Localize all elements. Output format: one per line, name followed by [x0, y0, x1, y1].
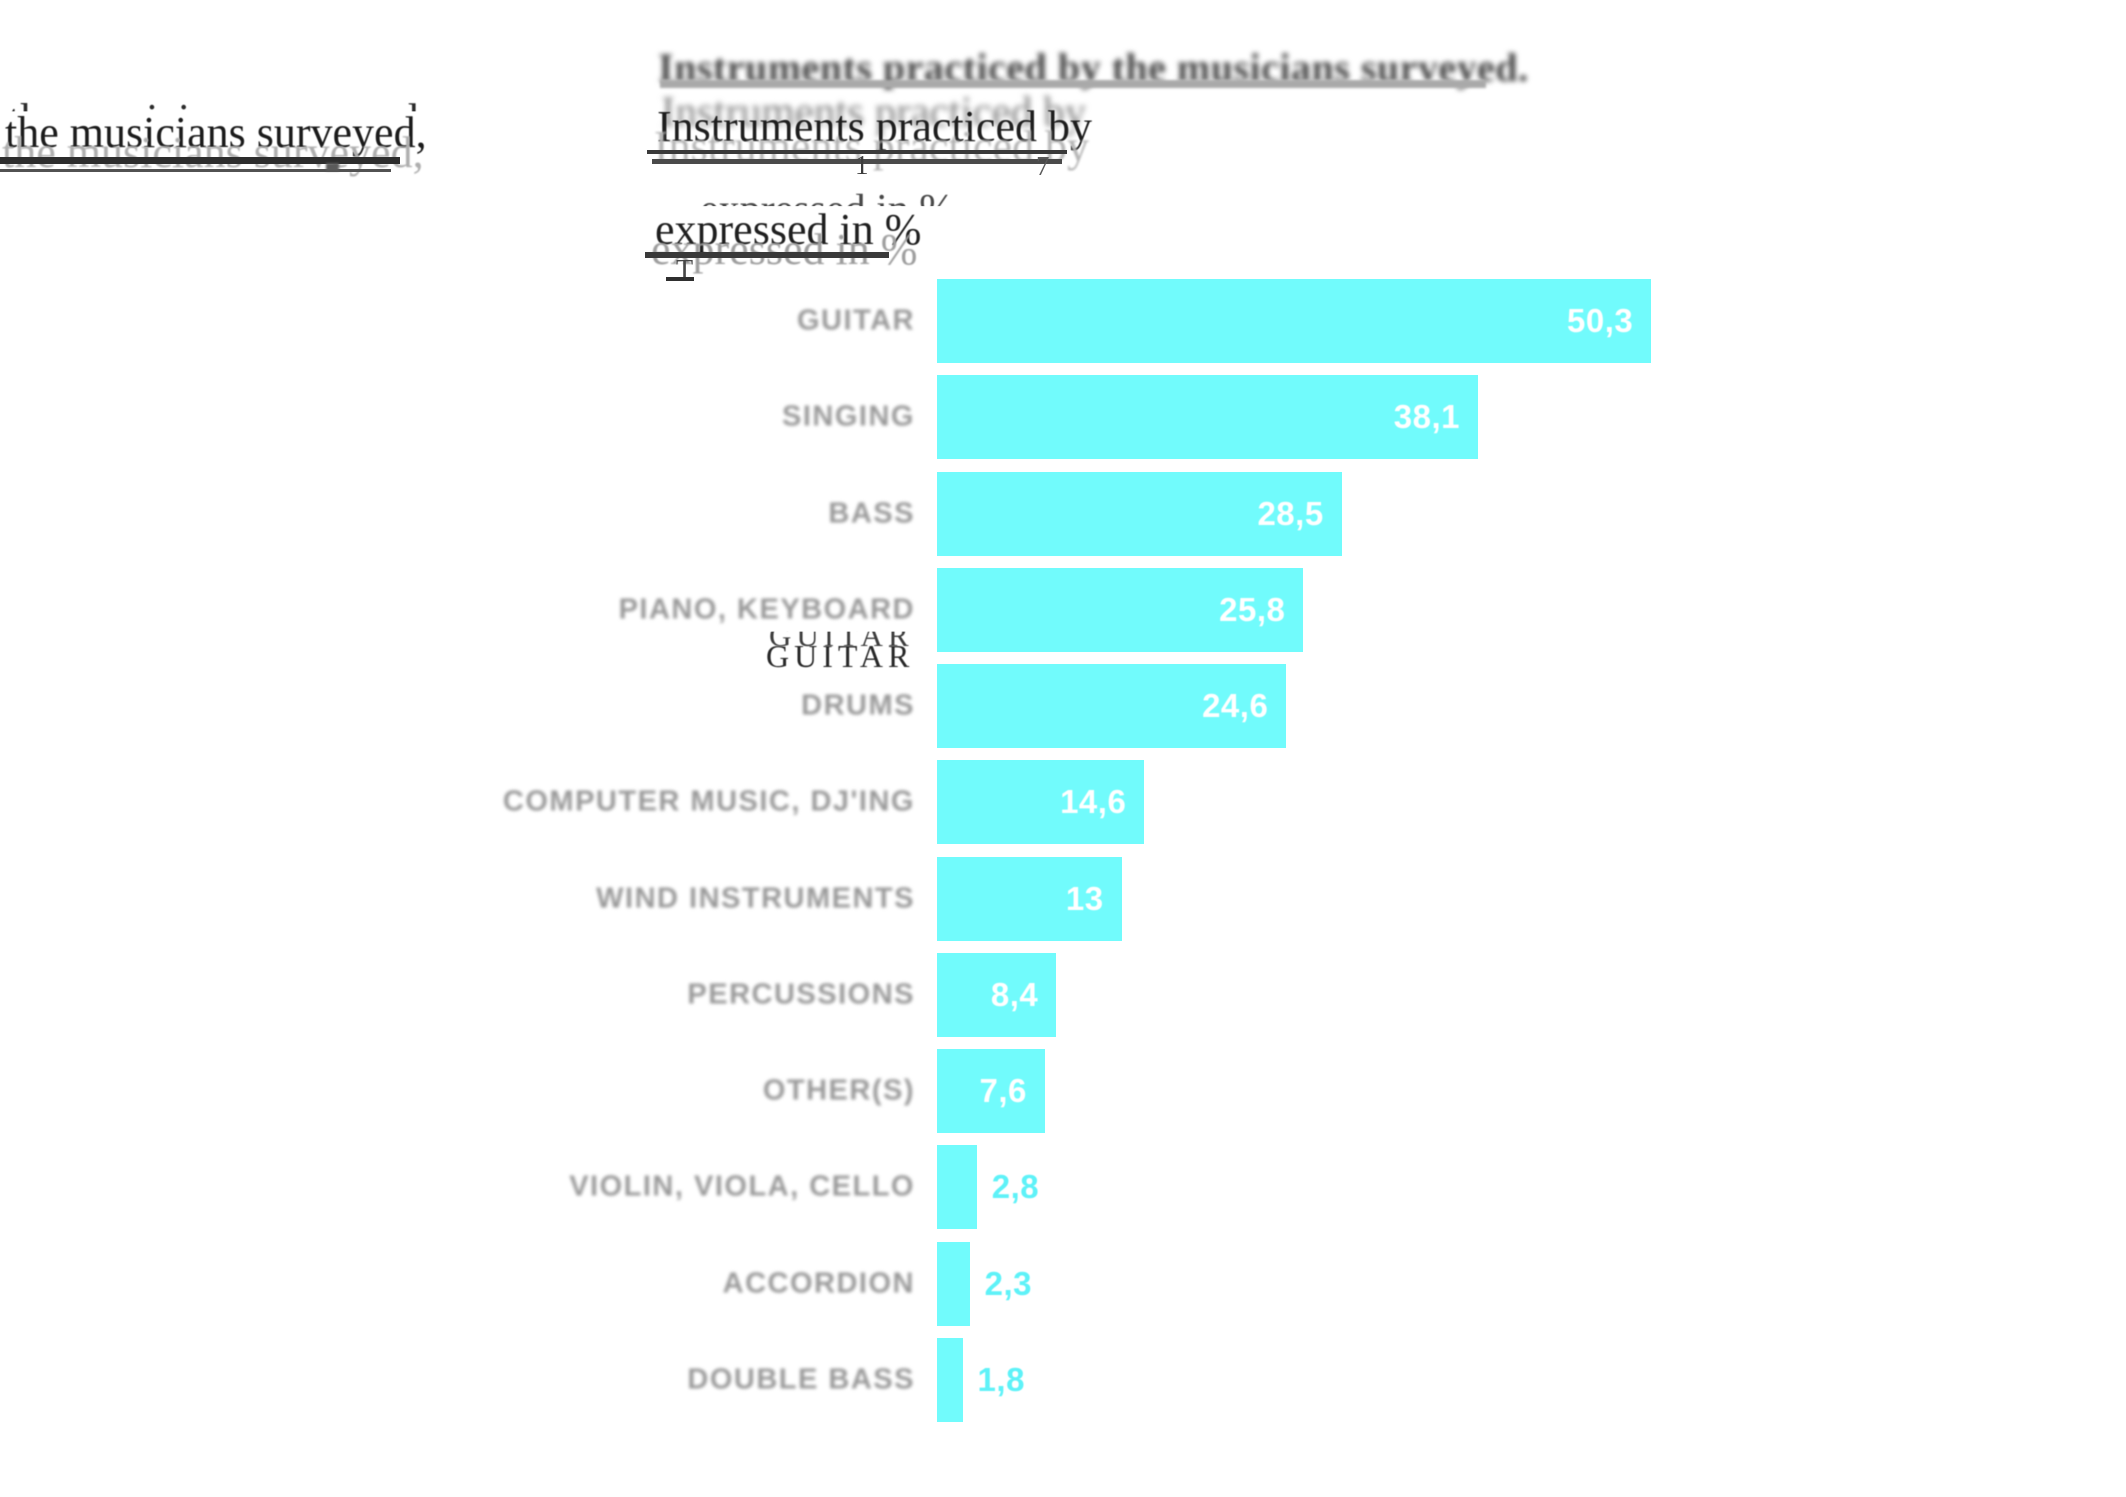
bar: 28,5 [937, 471, 1342, 556]
bar: 13 [937, 856, 1122, 941]
category-label: BASS [828, 497, 915, 529]
title-left-underline-2 [0, 169, 391, 172]
category-label: PIANO, KEYBOARD [618, 593, 915, 626]
bar-row: SINGING 38,1 [0, 375, 2126, 460]
bar: 14,6 [937, 760, 1145, 845]
glitch-fragment-1: 1 [855, 150, 869, 180]
title-line2-underline-1 [647, 150, 1067, 154]
title-left-underline-1 [0, 157, 400, 164]
bar-row: ACCORDION 2,3 [0, 1241, 2126, 1326]
bar-row: DRUMS 24,6 [0, 664, 2126, 748]
category-label: DRUMS [801, 689, 915, 722]
bar: 50,3 [937, 279, 1652, 363]
bar-row: DOUBLE BASS 1,8 [0, 1337, 2126, 1422]
bar-row: GUITAR 50,3 [0, 279, 2126, 363]
bar-row: OTHER(S) 7,6 [0, 1049, 2126, 1133]
bar-row: VIOLIN, VIOLA, CELLO 2,8 [0, 1145, 2126, 1230]
bar: 8,4 [937, 952, 1057, 1037]
title-left-ghost-main: the musicians surveyed, [5, 108, 427, 157]
title-line2-ghost-bottom: Instruments practiced by [654, 122, 1089, 171]
title-line2-main: Instruments practiced by [657, 102, 1092, 151]
title-line2-ghost-top: Instruments practiced by [661, 89, 1087, 136]
bar-row: PERCUSSIONS 8,4 [0, 952, 2126, 1037]
value-label: 14,6 [1060, 783, 1127, 821]
value-label: 50,3 [1567, 302, 1634, 339]
bar: 7,6 [937, 1049, 1045, 1133]
value-label: 13 [1065, 879, 1104, 917]
bar: 38,1 [937, 375, 1479, 460]
value-label: 38,1 [1393, 398, 1461, 436]
title-line3-ghost-top: expressed in % [700, 187, 955, 233]
category-label: SINGING [782, 400, 915, 433]
category-label: WIND INSTRUMENTS [596, 882, 915, 914]
title-pixelated-underline [660, 80, 1486, 88]
value-label: 2,8 [991, 1168, 1040, 1206]
bar [937, 1241, 970, 1326]
title-line2-underline-2 [652, 159, 1062, 164]
category-label: ACCORDION [722, 1267, 915, 1299]
bar: 25,8 [937, 567, 1304, 652]
category-label: VIOLIN, VIOLA, CELLO [569, 1170, 915, 1203]
value-label: 8,4 [990, 975, 1039, 1013]
title-line3-main: expressed in % [655, 205, 922, 254]
value-label: 1,8 [977, 1360, 1025, 1398]
bar: 24,6 [937, 664, 1287, 748]
category-label: COMPUTER MUSIC, DJ'ING [502, 785, 915, 818]
title-left-ghost-tips: the musicians surveyed, [8, 95, 430, 144]
bar-row: COMPUTER MUSIC, DJ'ING 14,6 [0, 760, 2126, 845]
bar [937, 1337, 963, 1422]
glitch-fragment-dash [666, 277, 694, 281]
glitch-fragment-hook [326, 163, 339, 171]
category-label: OTHER(S) [762, 1074, 915, 1107]
value-label: 28,5 [1257, 494, 1324, 532]
category-label: DOUBLE BASS [687, 1363, 915, 1396]
category-label: PERCUSSIONS [687, 978, 915, 1011]
bar-row: WIND INSTRUMENTS 13 [0, 856, 2126, 941]
value-label: 2,3 [984, 1264, 1033, 1302]
category-label: GUITAR [796, 304, 915, 337]
glitch-fragment-7: 7 [1036, 151, 1050, 181]
bar [937, 1145, 977, 1230]
value-label: 24,6 [1202, 687, 1269, 724]
bar-row: PIANO, KEYBOARD 25,8 [0, 567, 2126, 652]
value-label: 25,8 [1219, 590, 1286, 628]
title-line3-underline [645, 252, 889, 258]
value-label: 7,6 [979, 1072, 1027, 1109]
bar-row: BASS 28,5 [0, 471, 2126, 556]
